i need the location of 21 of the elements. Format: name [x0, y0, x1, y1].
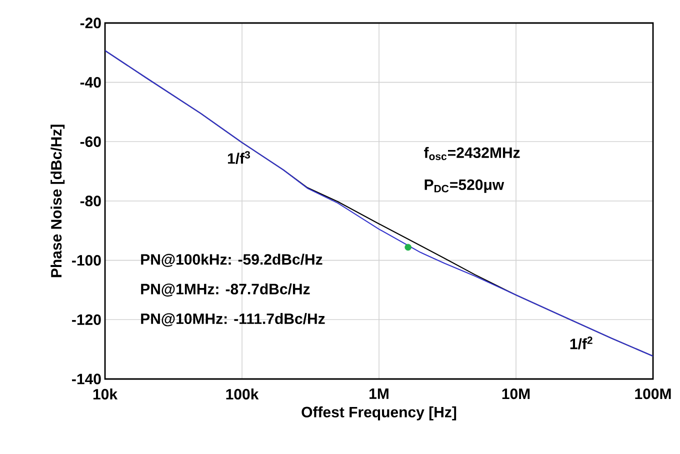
annotation: 1/f$^{2}$ — [570, 336, 592, 350]
x-axis-title: Offest Frequency [Hz] — [302, 406, 456, 420]
x-tick-label: 10M — [502, 388, 530, 400]
y-tick-label: -100 — [72, 255, 101, 266]
y-tick-label: -40 — [80, 77, 101, 88]
x-tick-label: 1M — [370, 388, 388, 399]
annotation: P$_{DC}$=520μw — [424, 179, 504, 193]
x-tick-label: 100M — [635, 388, 671, 400]
x-tick-label: 100k — [226, 388, 259, 400]
annotation: PN@100kHz: -59.2dBc/Hz — [141, 254, 322, 267]
annotation: 1/f$^{3}$ — [228, 151, 250, 164]
y-tick-label: -80 — [80, 196, 101, 206]
x-tick-label: 10k — [93, 388, 118, 400]
y-tick-label: -60 — [80, 136, 101, 147]
y-axis-title: Phase Noise [dBc/Hz] — [50, 124, 65, 278]
y-tick-label: -20 — [80, 18, 101, 28]
annotation: PN@1MHz: -87.7dBc/Hz — [141, 283, 310, 297]
y-tick-label: -140 — [72, 374, 101, 384]
annotation: f$_{osc}$=2432MHz — [424, 146, 520, 160]
y-tick-label: -120 — [72, 314, 101, 325]
annotation: PN@10MHz: -111.7dBc/Hz — [141, 313, 325, 326]
